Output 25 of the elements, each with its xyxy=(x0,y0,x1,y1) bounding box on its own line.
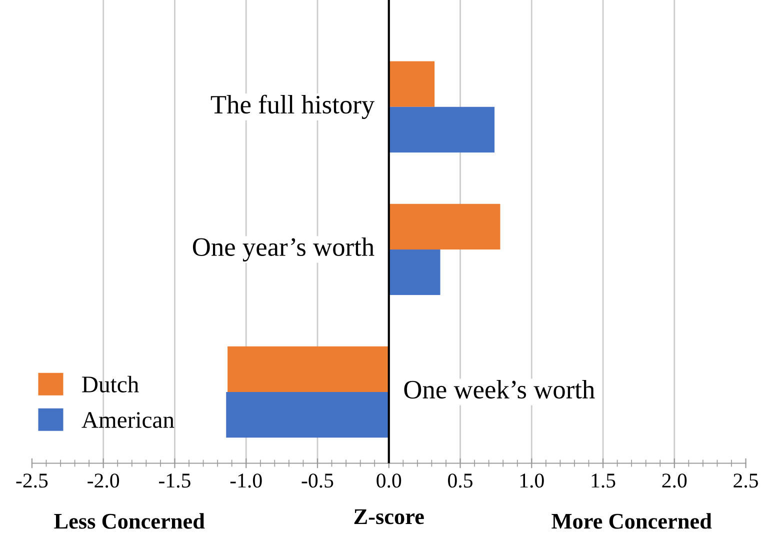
x-tick-label: 0.0 xyxy=(376,474,402,488)
text: More Concerned xyxy=(552,513,712,529)
bar xyxy=(388,249,440,296)
x-tick-label: -0.5 xyxy=(302,474,334,488)
bar xyxy=(388,61,435,107)
bar xyxy=(388,106,495,153)
legend-label: Dutch xyxy=(82,376,139,392)
y-tick-label: One week’s worth xyxy=(404,380,595,399)
bar xyxy=(226,392,389,438)
text: Less Concerned xyxy=(54,513,205,529)
bar xyxy=(388,204,500,250)
x-tick-label: -2.0 xyxy=(88,474,120,488)
legend-label: American xyxy=(82,412,174,428)
x-axis-title: Z-score xyxy=(354,509,424,524)
x-tick-label: 0.5 xyxy=(448,474,472,488)
y-tick-label: The full history xyxy=(210,94,374,120)
x-tick-label: -2.5 xyxy=(16,474,48,488)
x-tick-label: -1.5 xyxy=(159,474,190,488)
x-tick-label: 2.5 xyxy=(734,474,758,488)
x-tick-label: 1.5 xyxy=(592,474,616,488)
x-tick-label: -1.0 xyxy=(230,474,262,488)
y-tick-label: One year’s worth xyxy=(192,237,374,262)
x-tick-label: 2.0 xyxy=(662,474,687,488)
x-tick-label: 1.0 xyxy=(520,474,544,488)
bar xyxy=(228,346,389,392)
